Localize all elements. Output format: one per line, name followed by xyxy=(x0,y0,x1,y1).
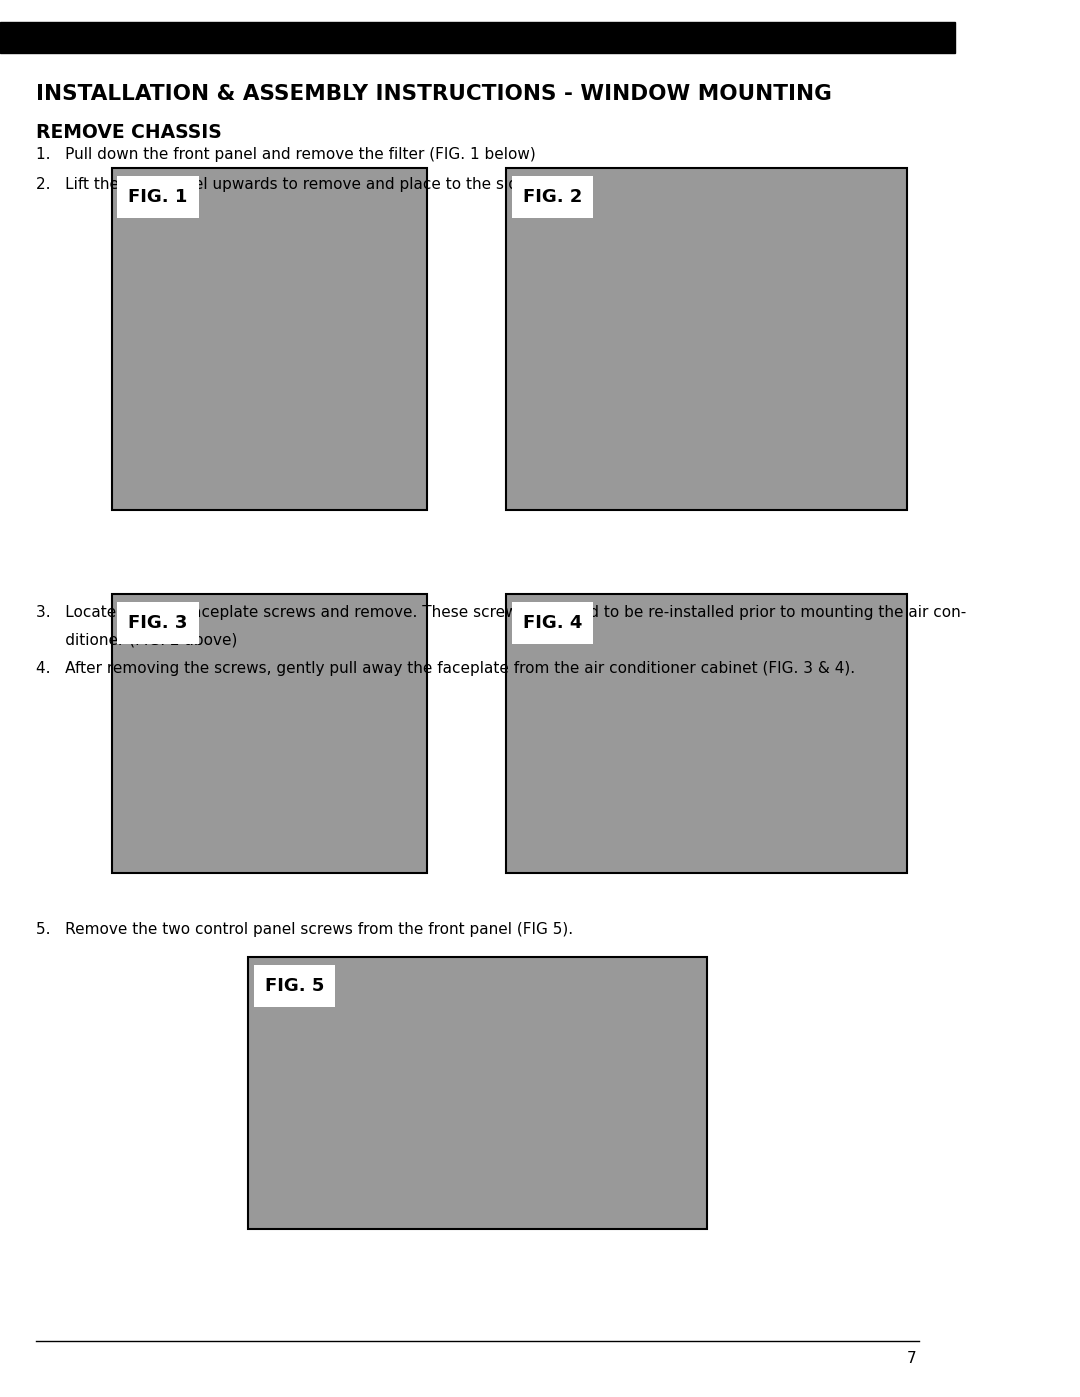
Text: FIG. 1: FIG. 1 xyxy=(129,189,188,205)
Bar xyxy=(118,176,199,218)
Text: 1.   Pull down the front panel and remove the filter (FIG. 1 below): 1. Pull down the front panel and remove … xyxy=(37,147,536,162)
Text: 2.   Lift the front panel upwards to remove and place to the side.: 2. Lift the front panel upwards to remov… xyxy=(37,177,532,193)
Text: 7: 7 xyxy=(907,1351,917,1366)
Bar xyxy=(111,594,427,873)
Text: REMOVE CHASSIS: REMOVE CHASSIS xyxy=(37,123,222,142)
Bar xyxy=(507,594,907,873)
Text: FIG. 5: FIG. 5 xyxy=(265,978,324,995)
Bar xyxy=(512,176,593,218)
Text: ditioner (FIG. 2 above): ditioner (FIG. 2 above) xyxy=(37,633,238,648)
Bar xyxy=(512,602,593,644)
Text: FIG. 3: FIG. 3 xyxy=(129,615,188,631)
Bar xyxy=(111,168,427,510)
Text: 4.   After removing the screws, gently pull away the faceplate from the air cond: 4. After removing the screws, gently pul… xyxy=(37,661,855,676)
Bar xyxy=(118,602,199,644)
Bar xyxy=(254,965,335,1007)
Text: 3.   Locate the four faceplate screws and remove. These screws will need to be r: 3. Locate the four faceplate screws and … xyxy=(37,605,967,620)
Text: INSTALLATION & ASSEMBLY INSTRUCTIONS - WINDOW MOUNTING: INSTALLATION & ASSEMBLY INSTRUCTIONS - W… xyxy=(37,84,833,103)
Bar xyxy=(248,957,706,1229)
Bar xyxy=(507,168,907,510)
Text: 5.   Remove the two control panel screws from the front panel (FIG 5).: 5. Remove the two control panel screws f… xyxy=(37,922,573,937)
Text: FIG. 2: FIG. 2 xyxy=(523,189,582,205)
Bar xyxy=(0,22,955,53)
Text: FIG. 4: FIG. 4 xyxy=(523,615,582,631)
